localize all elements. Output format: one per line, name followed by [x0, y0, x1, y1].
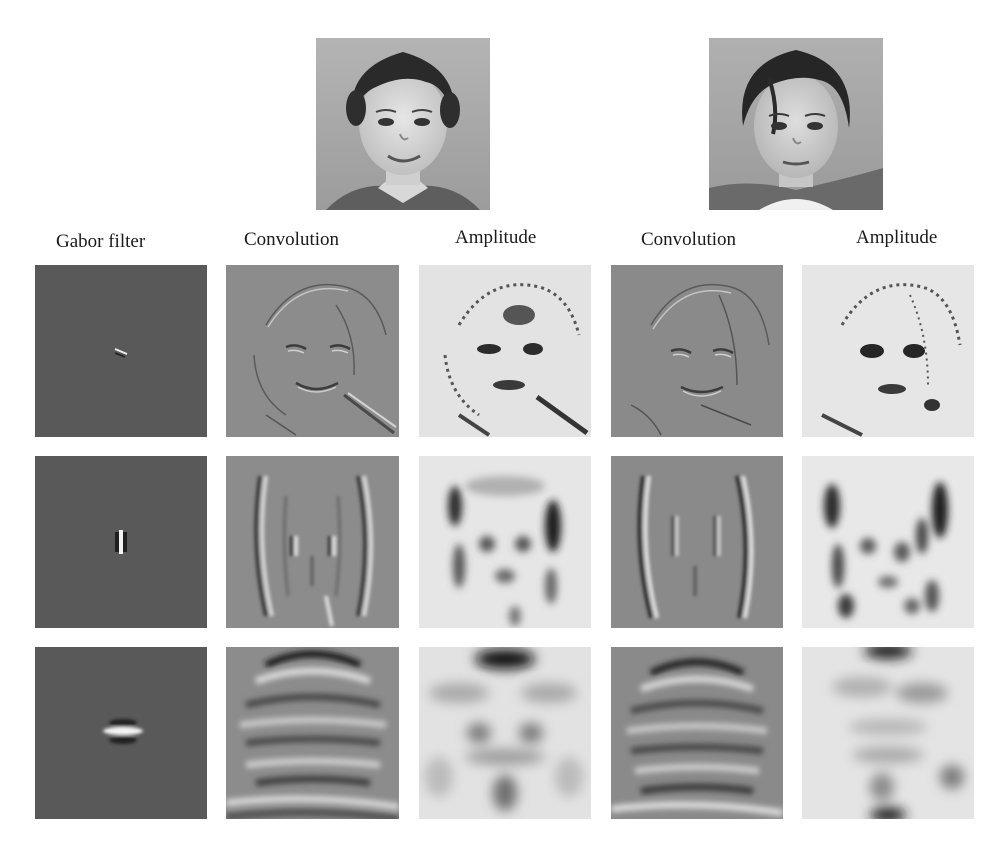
amplitude-2-small [802, 265, 974, 437]
convolution-2-large [611, 647, 783, 819]
amplitude-2-large [802, 647, 974, 819]
face-photo-2-image [709, 38, 883, 210]
amplitude-1-large [419, 647, 591, 819]
amplitude-1-medium-image [419, 456, 591, 628]
convolution-2-medium [611, 456, 783, 628]
gabor-filter-large [35, 647, 207, 819]
amplitude-2-large-image [802, 647, 974, 819]
amplitude-2-medium-image [802, 456, 974, 628]
convolution-1-large-image [226, 647, 399, 819]
amplitude-1-medium [419, 456, 591, 628]
header-amplitude-2: Amplitude [856, 227, 938, 248]
amplitude-1-small-image [419, 265, 591, 437]
amplitude-1-large-image [419, 647, 591, 819]
gabor-filter-medium-image [35, 456, 207, 628]
convolution-1-medium-image [226, 456, 399, 628]
amplitude-2-small-image [802, 265, 974, 437]
amplitude-1-small [419, 265, 591, 437]
gabor-filter-small [35, 265, 207, 437]
gabor-filter-large-image [35, 647, 207, 819]
gabor-filter-medium [35, 456, 207, 628]
convolution-2-small-image [611, 265, 783, 437]
convolution-2-small [611, 265, 783, 437]
convolution-1-small-image [226, 265, 399, 437]
convolution-2-medium-image [611, 456, 783, 628]
convolution-1-medium [226, 456, 399, 628]
convolution-2-large-image [611, 647, 783, 819]
convolution-1-small [226, 265, 399, 437]
header-gabor-filter: Gabor filter [56, 231, 146, 252]
convolution-1-large [226, 647, 399, 819]
header-amplitude-1: Amplitude [455, 227, 537, 248]
gabor-filter-small-image [35, 265, 207, 437]
face-photo-2 [709, 38, 883, 210]
header-convolution-2: Convolution [641, 229, 737, 250]
header-convolution-1: Convolution [244, 229, 340, 250]
face-photo-1 [316, 38, 490, 210]
face-photo-1-image [316, 38, 490, 210]
amplitude-2-medium [802, 456, 974, 628]
